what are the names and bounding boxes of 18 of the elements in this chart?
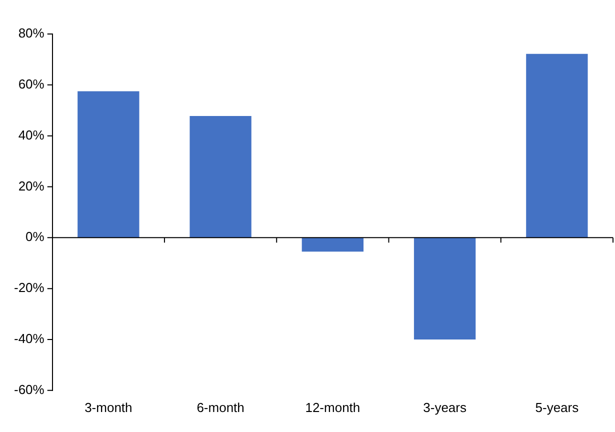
x-tick-label: 12-month xyxy=(305,400,360,415)
y-tick-label: 60% xyxy=(18,76,45,92)
y-tick-label: 80% xyxy=(18,26,45,41)
x-tick-label: 3-month xyxy=(84,400,132,415)
bar xyxy=(526,54,588,238)
bar xyxy=(78,91,140,238)
bar xyxy=(414,238,476,340)
y-tick-label: 20% xyxy=(18,178,45,194)
y-tick-label: 40% xyxy=(18,127,45,142)
y-tick-label: -60% xyxy=(14,382,45,397)
y-tick-label: -20% xyxy=(14,280,45,296)
x-tick-label: 3-years xyxy=(423,400,467,415)
y-tick-label: -40% xyxy=(14,331,45,346)
x-tick-label: 5-years xyxy=(535,400,580,415)
bar xyxy=(302,238,364,252)
y-tick-label: 0% xyxy=(26,229,45,244)
x-tick-label: 6-month xyxy=(196,400,244,415)
bar xyxy=(190,116,252,238)
